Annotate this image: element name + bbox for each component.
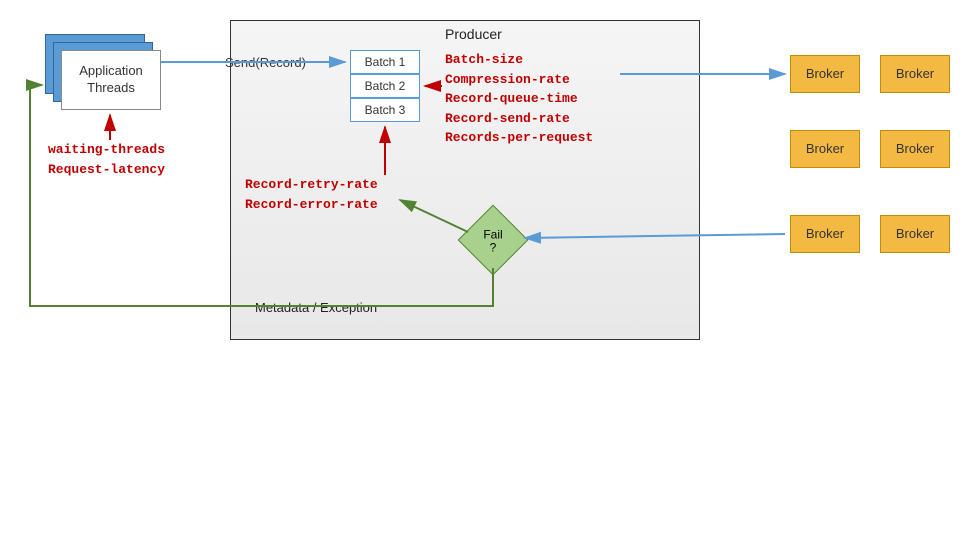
batch-metrics: Batch-size Compression-rate Record-queue… (445, 50, 593, 148)
batch-1: Batch 1 (350, 50, 420, 74)
broker-4: Broker (880, 130, 950, 168)
batch-2: Batch 2 (350, 74, 420, 98)
app-thread-label: Application Threads (79, 63, 143, 97)
batch-3: Batch 3 (350, 98, 420, 122)
broker-1: Broker (790, 55, 860, 93)
send-record-label: Send(Record) (225, 55, 306, 70)
broker-3: Broker (790, 130, 860, 168)
broker-6: Broker (880, 215, 950, 253)
waiting-metrics: waiting-threads Request-latency (48, 140, 165, 179)
metadata-label: Metadata / Exception (255, 300, 377, 315)
broker-2: Broker (880, 55, 950, 93)
producer-title: Producer (445, 26, 502, 42)
app-thread-box: Application Threads (61, 50, 161, 110)
fail-label: Fail ? (468, 216, 518, 266)
retry-metrics: Record-retry-rate Record-error-rate (245, 175, 378, 214)
broker-5: Broker (790, 215, 860, 253)
